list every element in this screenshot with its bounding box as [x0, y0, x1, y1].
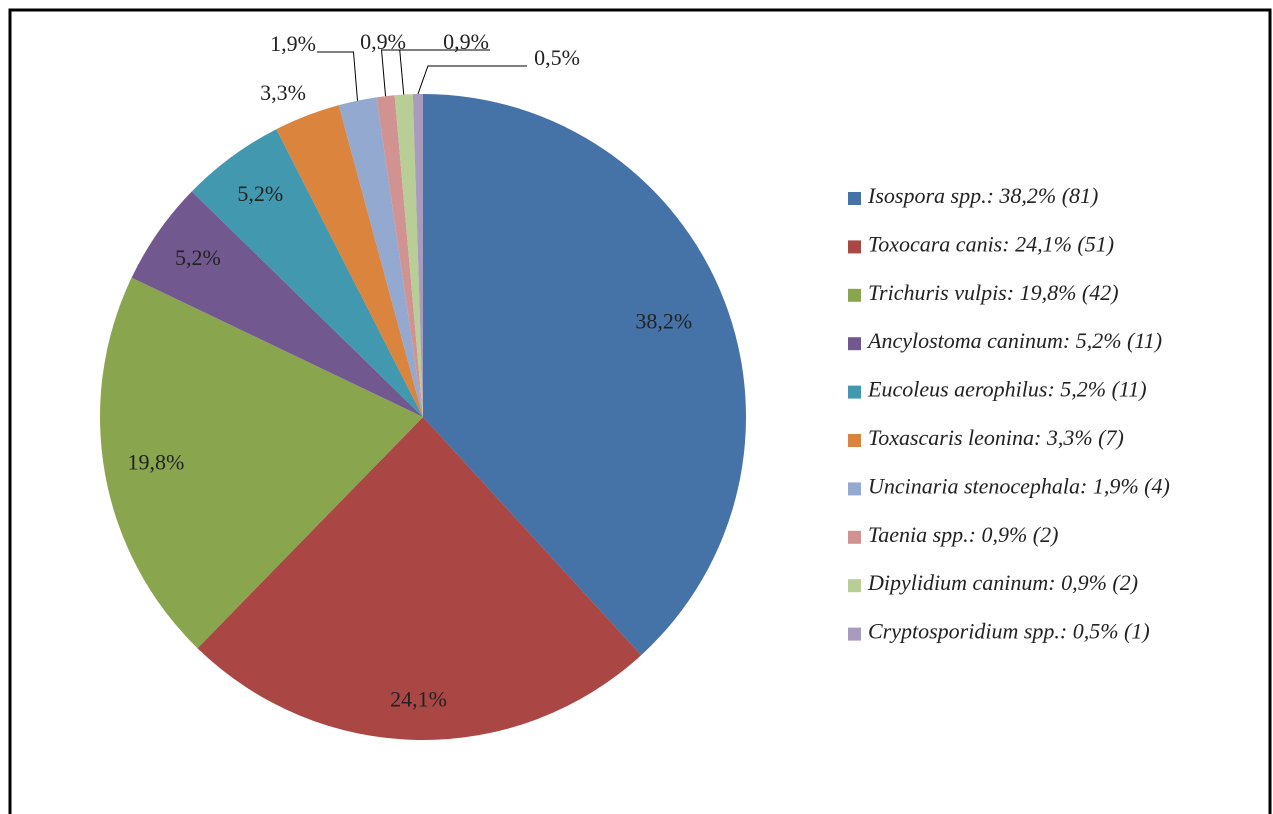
legend-label: Uncinaria stenocephala: 1,9% (4)	[868, 473, 1170, 498]
pie-slice	[191, 129, 423, 417]
pie-slice	[276, 105, 423, 417]
legend-label: Eucoleus aerophilus: 5,2% (11)	[867, 377, 1147, 402]
data-label: 24,1%	[390, 686, 447, 711]
legend-swatch	[848, 530, 861, 544]
pie-slice	[412, 94, 423, 417]
data-label: 0,9%	[443, 29, 489, 54]
legend-swatch	[848, 288, 861, 302]
frame	[8, 8, 1272, 814]
data-label: 5,2%	[175, 245, 221, 270]
data-label: 19,8%	[127, 450, 184, 475]
pie-slice	[197, 417, 642, 740]
pie-slice	[423, 94, 746, 656]
data-label: 3,3%	[260, 80, 306, 105]
legend-label: Ancylostoma caninum: 5,2% (11)	[866, 328, 1162, 353]
pie-slice	[338, 97, 423, 417]
legend-label: Isospora spp.: 38,2% (81)	[867, 183, 1098, 208]
legend-swatch	[848, 192, 861, 205]
data-label: 0,9%	[360, 29, 406, 54]
legend-swatch	[848, 240, 861, 254]
leader-line	[399, 49, 490, 95]
pie-slice	[394, 94, 423, 418]
legend-swatch	[848, 482, 861, 496]
legend-swatch	[848, 385, 861, 399]
pie-slice	[376, 95, 423, 418]
legend-swatch	[848, 337, 861, 351]
legend-label: Dipylidium caninum: 0,9% (2)	[867, 570, 1138, 595]
pie-slice	[100, 277, 424, 649]
data-label: 5,2%	[237, 181, 283, 206]
data-label: 1,9%	[270, 31, 316, 56]
pie-slice	[131, 191, 424, 417]
leader-line	[417, 65, 527, 95]
legend-label: Cryptosporidium spp.: 0,5% (1)	[868, 619, 1150, 644]
leader-line	[317, 51, 358, 101]
legend-swatch	[848, 579, 861, 593]
legend-swatch	[848, 434, 861, 447]
legend-label: Toxascaris leonina: 3,3% (7)	[868, 425, 1124, 450]
legend-label: Toxocara canis: 24,1% (51)	[868, 231, 1114, 256]
legend-swatch	[848, 627, 861, 641]
legend-label: Trichuris vulpis: 19,8% (42)	[868, 280, 1119, 305]
data-label: 0,5%	[534, 45, 580, 70]
leader-line	[380, 49, 407, 97]
data-label: 38,2%	[635, 308, 692, 333]
legend-label: Taenia spp.: 0,9% (2)	[868, 522, 1058, 547]
